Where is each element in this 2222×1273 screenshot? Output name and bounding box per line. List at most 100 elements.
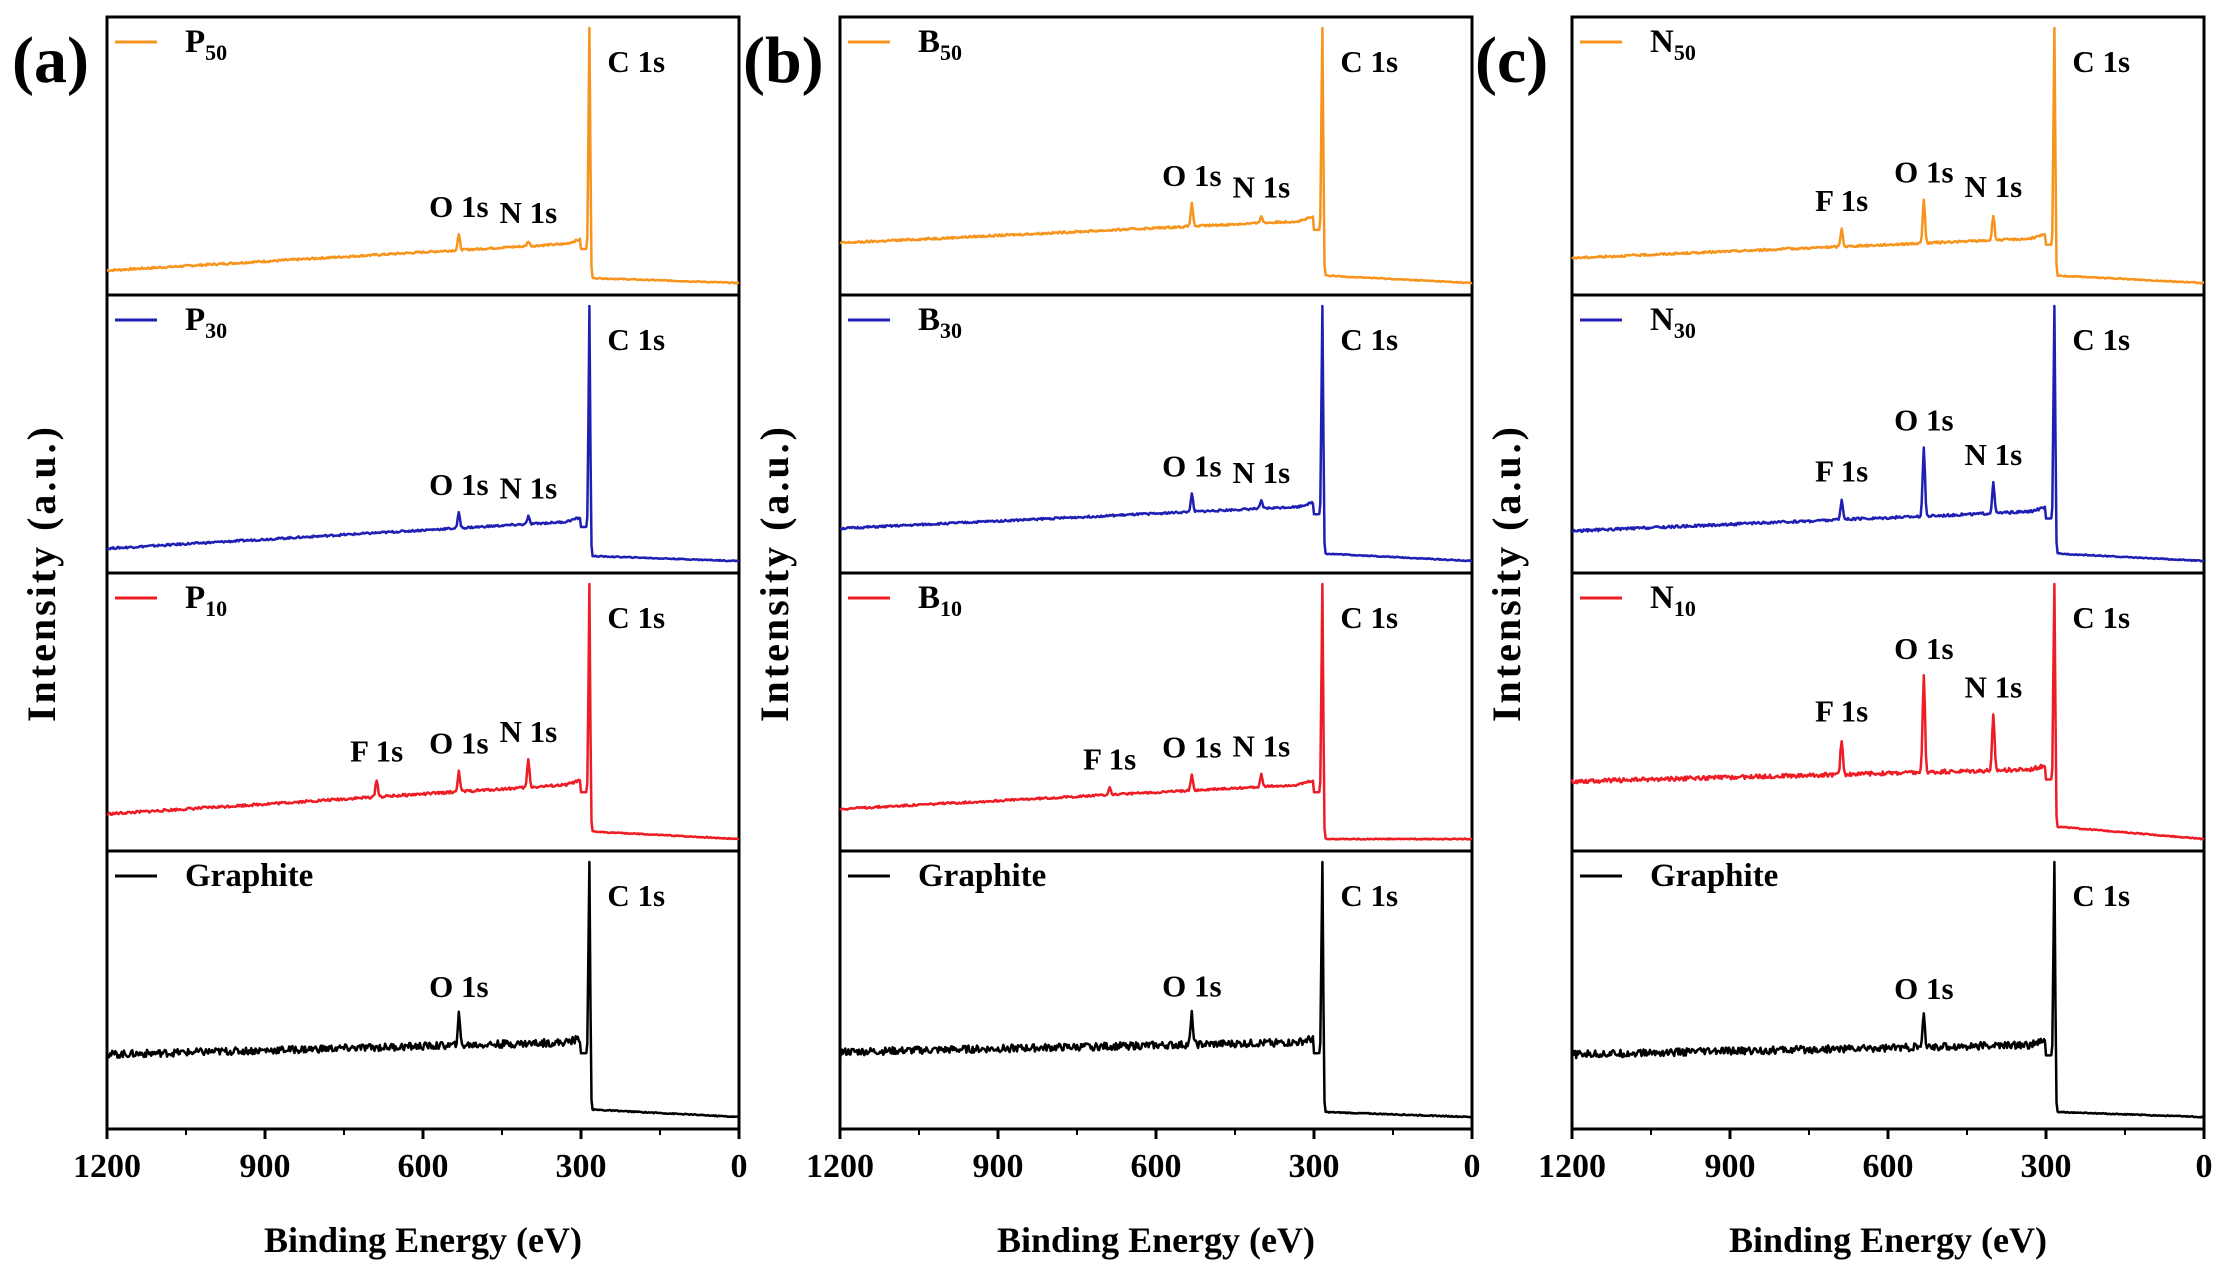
peak-label-c1s: C 1s: [1340, 44, 1398, 79]
peak-label-o1s: O 1s: [429, 467, 488, 502]
peak-label-o1s: O 1s: [1162, 969, 1221, 1004]
peak-label-o1s: O 1s: [429, 189, 488, 224]
series-graphite-subplot: Graphite C 1s O 1s: [838, 849, 1474, 1131]
legend-label: N50: [1650, 24, 1696, 65]
x-axis-title: Binding Energy (eV): [264, 1220, 582, 1260]
legend-label: P50: [185, 24, 227, 65]
series-p50-subplot: P50 C 1s O 1s N 1s: [105, 15, 741, 297]
peak-label-c1s: C 1s: [607, 878, 665, 913]
y-axis-label: Intensity (a.u.): [1484, 424, 1529, 722]
series-b10-subplot: B10 C 1s F 1s O 1s N 1s: [838, 571, 1474, 853]
legend-label: Graphite: [185, 858, 313, 894]
peak-label-c1s: C 1s: [607, 44, 665, 79]
series-graphite-subplot: Graphite C 1s O 1s: [1570, 849, 2206, 1131]
peak-label-o1s: O 1s: [1162, 448, 1221, 483]
series-n10-subplot: N10 C 1s F 1s O 1s N 1s: [1570, 571, 2206, 853]
x-tick-label: 0: [731, 1148, 748, 1185]
panel-label: (c): [1475, 24, 1548, 97]
x-tick-label: 900: [240, 1148, 291, 1185]
peak-label-n1s: N 1s: [1964, 437, 2022, 472]
peak-label-c1s: C 1s: [1340, 322, 1398, 357]
legend-subscript: 10: [205, 596, 227, 621]
peak-label-n1s: N 1s: [499, 714, 557, 749]
legend-subscript: 30: [940, 318, 962, 343]
x-axis: 1200 900 600 300 0 Binding Energy (eV): [806, 1129, 1481, 1260]
spectrum-line: [1571, 304, 2205, 563]
x-axis: 1200 900 600 300 0 Binding Energy (eV): [1538, 1129, 2213, 1260]
peak-label-c1s: C 1s: [2072, 322, 2130, 357]
peak-label-o1s: O 1s: [1894, 971, 1953, 1006]
peak-label-n1s: N 1s: [1232, 455, 1290, 490]
x-tick-label: 900: [1705, 1148, 1756, 1185]
panel-label: (b): [743, 24, 824, 97]
peak-label-o1s: O 1s: [1894, 155, 1953, 190]
legend-label: Graphite: [918, 858, 1046, 894]
peak-label-f1s: F 1s: [1083, 741, 1136, 776]
x-tick-label: 900: [973, 1148, 1024, 1185]
legend-subscript: 50: [940, 40, 962, 65]
series-p30-subplot: P30 C 1s O 1s N 1s: [105, 293, 741, 575]
x-tick-label: 1200: [73, 1148, 141, 1185]
peak-label-o1s: O 1s: [429, 969, 488, 1004]
series-graphite-subplot: Graphite C 1s O 1s: [105, 849, 741, 1131]
y-axis-label: Intensity (a.u.): [752, 424, 797, 722]
peak-label-o1s: O 1s: [1162, 729, 1221, 764]
x-tick-label: 0: [2196, 1148, 2213, 1185]
x-tick-label: 1200: [1538, 1148, 1606, 1185]
spectrum-line: [839, 582, 1473, 841]
x-axis-title: Binding Energy (eV): [1729, 1220, 2047, 1260]
spectrum-line: [106, 26, 740, 285]
x-tick-label: 1200: [806, 1148, 874, 1185]
spectrum-line: [839, 304, 1473, 563]
legend-label: Graphite: [1650, 858, 1778, 894]
legend-label: B10: [918, 580, 962, 621]
spectrum-line: [839, 26, 1473, 285]
y-axis-label: Intensity (a.u.): [19, 424, 64, 722]
spectrum-line: [1570, 582, 2205, 841]
legend-label: P10: [185, 580, 227, 621]
legend-subscript: 30: [1674, 318, 1696, 343]
series-b50-subplot: B50 C 1s O 1s N 1s: [838, 15, 1474, 297]
legend-subscript: 50: [1674, 40, 1696, 65]
peak-label-n1s: N 1s: [1964, 169, 2022, 204]
peak-label-n1s: N 1s: [499, 471, 557, 506]
x-tick-label: 300: [1289, 1148, 1340, 1185]
peak-label-c1s: C 1s: [1340, 600, 1398, 635]
peak-label-n1s: N 1s: [499, 195, 557, 230]
x-tick-label: 600: [1131, 1148, 1182, 1185]
series-b30-subplot: B30 C 1s O 1s N 1s: [838, 293, 1474, 575]
peak-label-f1s: F 1s: [1815, 693, 1868, 728]
spectrum-line: [838, 860, 1473, 1119]
x-tick-label: 300: [2021, 1148, 2072, 1185]
peak-label-o1s: O 1s: [1162, 158, 1221, 193]
peak-label-c1s: C 1s: [2072, 600, 2130, 635]
peak-label-n1s: N 1s: [1964, 669, 2022, 704]
legend-subscript: 50: [205, 40, 227, 65]
legend-label: B50: [918, 24, 962, 65]
legend-label: N10: [1650, 580, 1696, 621]
x-axis: 1200 900 600 300 0 Binding Energy (eV): [73, 1129, 748, 1260]
series-p10-subplot: P10 C 1s F 1s O 1s N 1s: [105, 571, 741, 853]
legend-subscript: 10: [1674, 596, 1696, 621]
peak-label-f1s: F 1s: [1815, 183, 1868, 218]
panel-label: (a): [12, 24, 89, 97]
spectrum-line: [1570, 860, 2205, 1119]
x-tick-label: 600: [398, 1148, 449, 1185]
x-tick-label: 300: [556, 1148, 607, 1185]
x-tick-label: 0: [1464, 1148, 1481, 1185]
legend-label: B30: [918, 302, 962, 343]
peak-label-c1s: C 1s: [1340, 878, 1398, 913]
peak-label-o1s: O 1s: [429, 726, 488, 761]
peak-label-n1s: N 1s: [1232, 170, 1290, 205]
peak-label-o1s: O 1s: [1894, 403, 1953, 438]
series-n50-subplot: N50 C 1s F 1s O 1s N 1s: [1570, 15, 2206, 297]
legend-subscript: 10: [940, 596, 962, 621]
peak-label-c1s: C 1s: [2072, 878, 2130, 913]
peak-label-o1s: O 1s: [1894, 631, 1953, 666]
x-tick-label: 600: [1863, 1148, 1914, 1185]
spectrum-line: [106, 860, 740, 1119]
series-n30-subplot: N30 C 1s F 1s O 1s N 1s: [1570, 293, 2206, 575]
x-axis-title: Binding Energy (eV): [997, 1220, 1315, 1260]
legend-subscript: 30: [205, 318, 227, 343]
